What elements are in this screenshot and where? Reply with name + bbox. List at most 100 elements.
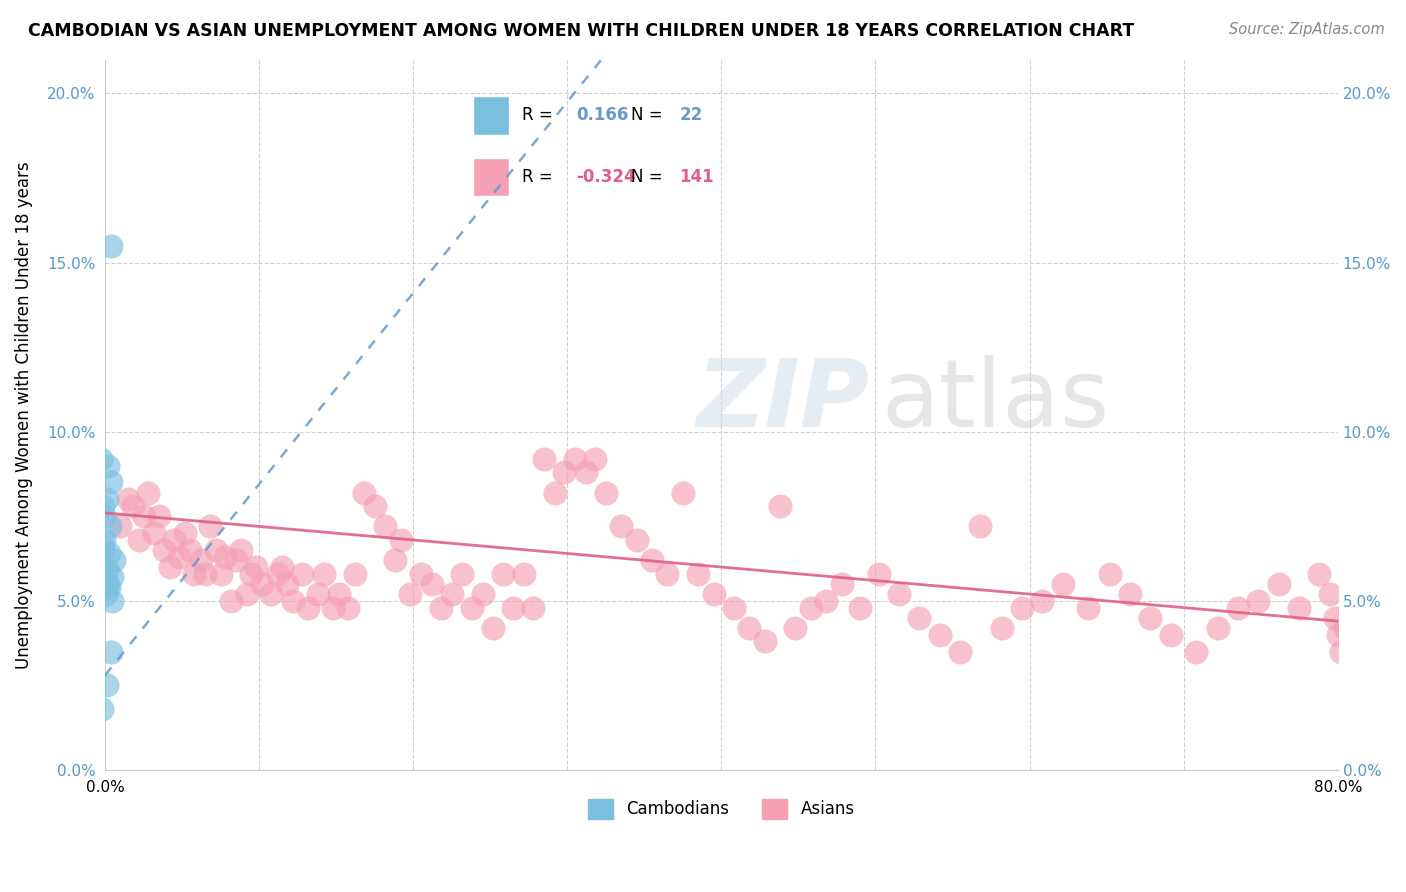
Point bbox=[849, 600, 872, 615]
Point bbox=[1226, 600, 1249, 615]
Point bbox=[337, 600, 360, 615]
Point bbox=[90, 451, 112, 466]
Point bbox=[769, 499, 792, 513]
Point bbox=[1354, 600, 1376, 615]
Point bbox=[384, 553, 406, 567]
Point bbox=[1031, 594, 1053, 608]
Point bbox=[1376, 628, 1399, 642]
Point bbox=[194, 566, 217, 581]
Point bbox=[1323, 611, 1346, 625]
Point bbox=[1346, 594, 1368, 608]
Point bbox=[815, 594, 838, 608]
Point bbox=[363, 499, 385, 513]
Point bbox=[1246, 594, 1268, 608]
Point bbox=[657, 566, 679, 581]
Point bbox=[461, 600, 484, 615]
Point bbox=[1288, 600, 1310, 615]
Point bbox=[291, 566, 314, 581]
Point bbox=[738, 621, 761, 635]
Point bbox=[97, 577, 120, 591]
Point bbox=[1319, 587, 1341, 601]
Point bbox=[93, 509, 115, 524]
Point bbox=[610, 519, 633, 533]
Point bbox=[723, 600, 745, 615]
Point bbox=[281, 594, 304, 608]
Point bbox=[544, 485, 567, 500]
Point bbox=[1339, 600, 1361, 615]
Point bbox=[1052, 577, 1074, 591]
Point bbox=[1185, 644, 1208, 658]
Point bbox=[225, 553, 247, 567]
Point bbox=[353, 485, 375, 500]
Point bbox=[110, 519, 132, 533]
Point bbox=[97, 547, 120, 561]
Point bbox=[260, 587, 283, 601]
Point bbox=[136, 485, 159, 500]
Point bbox=[949, 644, 972, 658]
Point bbox=[152, 543, 174, 558]
Point bbox=[1011, 600, 1033, 615]
Point bbox=[887, 587, 910, 601]
Point bbox=[1334, 621, 1357, 635]
Point bbox=[205, 543, 228, 558]
Point bbox=[128, 533, 150, 547]
Point bbox=[174, 526, 197, 541]
Point bbox=[167, 549, 190, 564]
Point bbox=[703, 587, 725, 601]
Point bbox=[1139, 611, 1161, 625]
Point bbox=[245, 560, 267, 574]
Point bbox=[1350, 577, 1372, 591]
Point bbox=[754, 634, 776, 648]
Text: atlas: atlas bbox=[882, 355, 1109, 447]
Point bbox=[96, 678, 118, 692]
Point bbox=[98, 519, 121, 533]
Point bbox=[98, 580, 121, 594]
Point bbox=[575, 465, 598, 479]
Point bbox=[307, 587, 329, 601]
Point bbox=[236, 587, 259, 601]
Point bbox=[1160, 628, 1182, 642]
Point bbox=[491, 566, 513, 581]
Point bbox=[1369, 611, 1392, 625]
Point bbox=[1365, 587, 1388, 601]
Point bbox=[440, 587, 463, 601]
Point bbox=[1206, 621, 1229, 635]
Point bbox=[179, 543, 201, 558]
Point bbox=[1391, 600, 1406, 615]
Point bbox=[553, 465, 575, 479]
Legend: Cambodians, Asians: Cambodians, Asians bbox=[581, 792, 862, 826]
Point bbox=[583, 451, 606, 466]
Point bbox=[240, 566, 263, 581]
Point bbox=[276, 577, 298, 591]
Point bbox=[1396, 594, 1406, 608]
Point bbox=[1098, 566, 1121, 581]
Point bbox=[94, 587, 117, 601]
Point bbox=[785, 621, 807, 635]
Point bbox=[1330, 644, 1353, 658]
Point bbox=[420, 577, 443, 591]
Point bbox=[1119, 587, 1142, 601]
Point bbox=[159, 560, 181, 574]
Point bbox=[214, 549, 236, 564]
Point bbox=[409, 566, 432, 581]
Point bbox=[91, 499, 114, 513]
Point bbox=[312, 566, 335, 581]
Point bbox=[471, 587, 494, 601]
Y-axis label: Unemployment Among Women with Children Under 18 years: Unemployment Among Women with Children U… bbox=[15, 161, 32, 669]
Point bbox=[1268, 577, 1291, 591]
Point bbox=[626, 533, 648, 547]
Point bbox=[1385, 621, 1406, 635]
Point bbox=[91, 702, 114, 716]
Point bbox=[117, 492, 139, 507]
Point bbox=[121, 499, 143, 513]
Point bbox=[190, 553, 212, 567]
Point bbox=[1361, 566, 1384, 581]
Point bbox=[100, 475, 122, 490]
Point bbox=[221, 594, 243, 608]
Point bbox=[271, 560, 294, 574]
Point bbox=[143, 526, 166, 541]
Point bbox=[1400, 577, 1406, 591]
Point bbox=[103, 553, 125, 567]
Point bbox=[328, 587, 350, 601]
Point bbox=[502, 600, 524, 615]
